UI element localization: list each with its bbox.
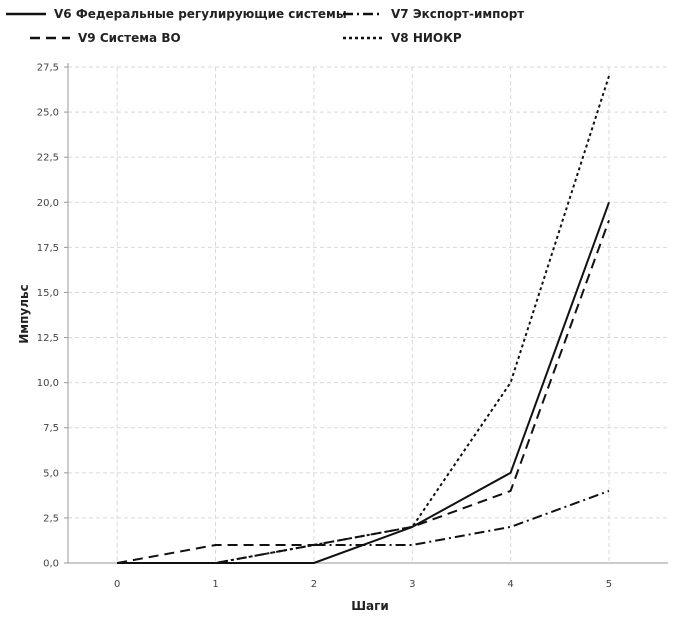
- y-tick-label: 7,5: [43, 423, 59, 434]
- y-tick-label: 12,5: [37, 333, 59, 344]
- y-tick-label: 17,5: [37, 243, 59, 254]
- y-tick-label: 10,0: [37, 378, 59, 389]
- series-line-3: [117, 219, 610, 564]
- y-tick-label: 22,5: [37, 153, 59, 164]
- y-tick-label: 25,0: [37, 108, 59, 119]
- x-tick-label: 1: [212, 579, 218, 590]
- x-tick-label: 0: [114, 579, 120, 590]
- series-line-4: [117, 75, 610, 564]
- legend: V6 Федеральные регулирующие системы V7 Эк…: [6, 7, 524, 45]
- series-line-2: [117, 489, 610, 564]
- y-tick-label: 2,5: [43, 513, 59, 524]
- x-tick-label: 4: [507, 579, 513, 590]
- y-axis-title: Импульс: [17, 284, 31, 343]
- legend-label-3: V9 Система ВО: [78, 31, 181, 45]
- legend-label-1: V6 Федеральные регулирующие системы: [54, 7, 347, 21]
- x-axis-title: Шаги: [351, 599, 389, 613]
- x-tick-label: 2: [311, 579, 317, 590]
- y-tick-label: 20,0: [37, 198, 59, 209]
- tick-labels: 0,0 2,5 5,0 7,5 10,0 12,5 15,0 17,5 20,0 22,5 25,0…: [37, 63, 612, 591]
- grid: [68, 66, 668, 563]
- x-tick-label: 3: [409, 579, 415, 590]
- y-tick-label: 5,0: [43, 468, 59, 479]
- x-tick-label: 5: [606, 579, 612, 590]
- legend-label-2: V7 Экспорт-импорт: [391, 7, 524, 21]
- axes: [64, 63, 668, 564]
- legend-label-4: V8 НИОКР: [391, 31, 462, 45]
- y-tick-label: 15,0: [37, 288, 59, 299]
- series-lines: [117, 75, 610, 564]
- y-tick-label: 0,0: [43, 559, 59, 570]
- y-tick-label: 27,5: [37, 63, 59, 74]
